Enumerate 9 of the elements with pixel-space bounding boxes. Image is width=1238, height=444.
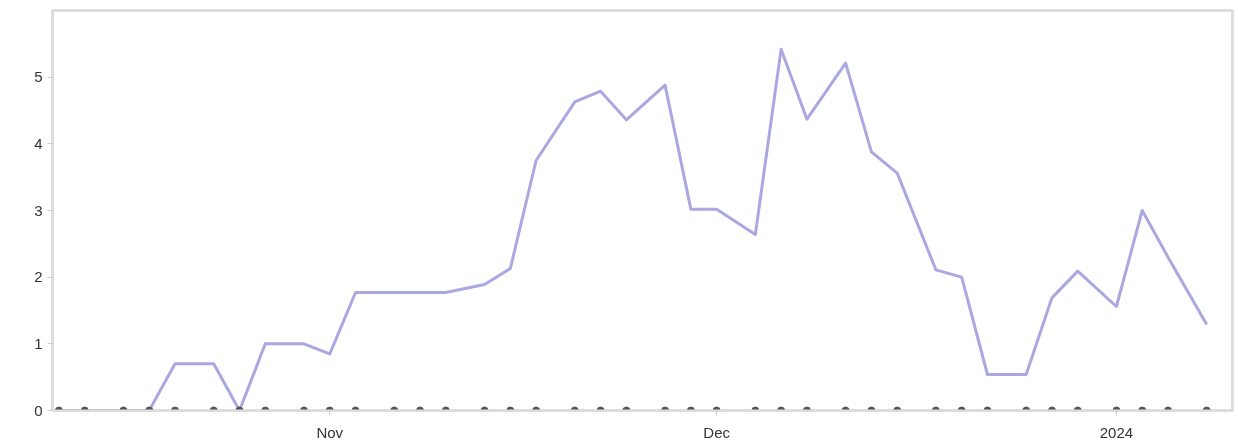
y-tick-label: 4: [34, 134, 43, 152]
y-tick-label: 3: [34, 201, 43, 219]
x-tick-label: Dec: [703, 423, 731, 441]
y-tick-label: 2: [34, 268, 43, 286]
y-tick-label: 1: [34, 334, 43, 352]
y-tick-label: 0: [34, 401, 43, 419]
y-tick-label: 5: [34, 68, 43, 86]
x-tick-label: 2024: [1099, 423, 1134, 441]
x-tick-label: Nov: [316, 423, 344, 441]
